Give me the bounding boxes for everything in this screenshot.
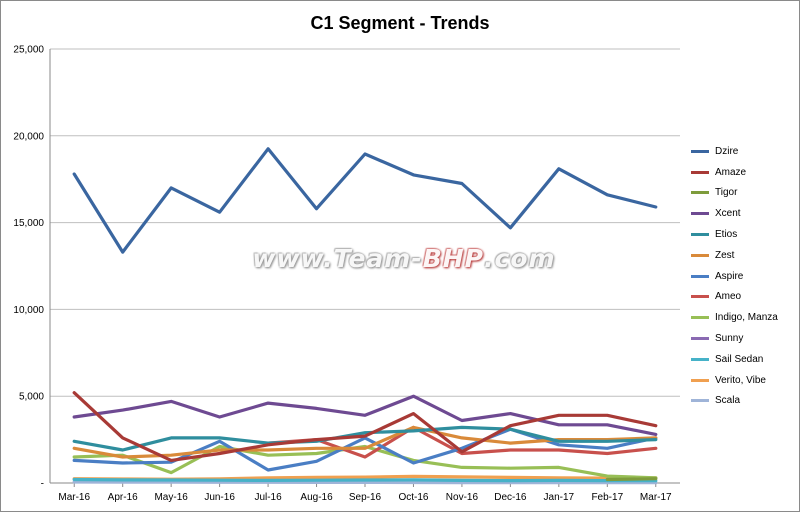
- series-line-sail-sedan: [72, 477, 658, 483]
- x-tick-label: Apr-16: [108, 492, 138, 503]
- legend-item: Ameo: [691, 287, 795, 308]
- y-tick-label: 10,000: [13, 305, 44, 316]
- x-tick-label: Dec-16: [494, 492, 527, 503]
- legend-swatch: [691, 149, 709, 153]
- series-lines: [72, 147, 658, 485]
- legend-label: Scala: [715, 395, 741, 407]
- series-line-tigor: [605, 477, 658, 482]
- legend-swatch: [691, 233, 709, 237]
- legend-label: Dzire: [715, 145, 739, 157]
- series-line-xcent: [72, 394, 658, 436]
- x-tick-label: Jan-17: [544, 492, 575, 503]
- y-tick-label: 15,000: [13, 218, 44, 229]
- legend-item: Amaze: [691, 162, 795, 183]
- legend-item: Tigor: [691, 183, 795, 204]
- series-line-ameo: [266, 425, 658, 459]
- y-tick-label: -: [41, 479, 44, 490]
- legend-label: Sunny: [715, 333, 744, 345]
- legend-label: Tigor: [715, 187, 738, 199]
- series-line-dzire: [72, 147, 658, 254]
- legend-label: Indigo, Manza: [715, 312, 778, 324]
- legend-swatch: [691, 337, 709, 341]
- series-line-scala: [72, 480, 658, 485]
- legend-swatch: [691, 357, 709, 361]
- x-tick-label: Aug-16: [300, 492, 333, 503]
- x-tick-label: Feb-17: [591, 492, 623, 503]
- chart-title: C1 Segment - Trends: [310, 13, 490, 33]
- gridlines: [50, 48, 680, 397]
- legend-item: Scala: [691, 391, 795, 412]
- legend-label: Xcent: [715, 208, 741, 220]
- watermark: www.Team- BHP .com: [219, 241, 589, 275]
- watermark-suffix: .com: [484, 243, 556, 273]
- legend-label: Aspire: [715, 270, 744, 282]
- legend-item: Zest: [691, 245, 795, 266]
- legend-swatch: [691, 170, 709, 174]
- legend-item: Xcent: [691, 203, 795, 224]
- legend-label: Ameo: [715, 291, 742, 303]
- legend-swatch: [691, 191, 709, 195]
- legend-label: Verito, Vibe: [715, 374, 766, 386]
- legend-swatch: [691, 253, 709, 257]
- legend-swatch: [691, 399, 709, 403]
- legend-label: Zest: [715, 249, 735, 261]
- legend-label: Amaze: [715, 166, 747, 178]
- series-line-indigo-manza: [72, 444, 658, 480]
- x-tick-label: Jun-16: [204, 492, 235, 503]
- x-tick-label: Sep-16: [349, 492, 382, 503]
- y-tick-label: 25,000: [13, 45, 44, 56]
- series-line-etios: [72, 425, 658, 452]
- series-line-zest: [72, 425, 658, 459]
- x-tick-label: Mar-16: [58, 492, 90, 503]
- legend-label: Sail Sedan: [715, 353, 764, 365]
- x-tick-label: Nov-16: [446, 492, 479, 503]
- x-tick-label: May-16: [154, 492, 188, 503]
- legend-swatch: [691, 274, 709, 278]
- legend-item: Verito, Vibe: [691, 370, 795, 391]
- legend-item: Sunny: [691, 328, 795, 349]
- legend-item: Etios: [691, 224, 795, 245]
- legend-item: Dzire: [691, 141, 795, 162]
- x-tick-label: Jul-16: [254, 492, 282, 503]
- legend-swatch: [691, 316, 709, 320]
- legend-item: Sail Sedan: [691, 349, 795, 370]
- x-tick-label: Mar-17: [640, 492, 672, 503]
- y-tick-label: 5,000: [19, 392, 44, 403]
- legend-swatch: [691, 295, 709, 299]
- series-line-amaze: [72, 391, 658, 462]
- legend-item: Aspire: [691, 266, 795, 287]
- legend-swatch: [691, 378, 709, 382]
- chart-legend: Dzire Amaze Tigor Xcent Etios Zest Aspire Ameo I…: [691, 141, 795, 411]
- series-line-aspire: [72, 427, 658, 472]
- legend-swatch: [691, 212, 709, 216]
- legend-item: Indigo, Manza: [691, 307, 795, 328]
- legend-label: Etios: [715, 229, 738, 241]
- watermark-prefix: www.Team-: [252, 243, 423, 273]
- y-tick-label: 20,000: [13, 131, 44, 142]
- watermark-brand: BHP: [422, 243, 485, 273]
- x-tick-label: Oct-16: [398, 492, 428, 503]
